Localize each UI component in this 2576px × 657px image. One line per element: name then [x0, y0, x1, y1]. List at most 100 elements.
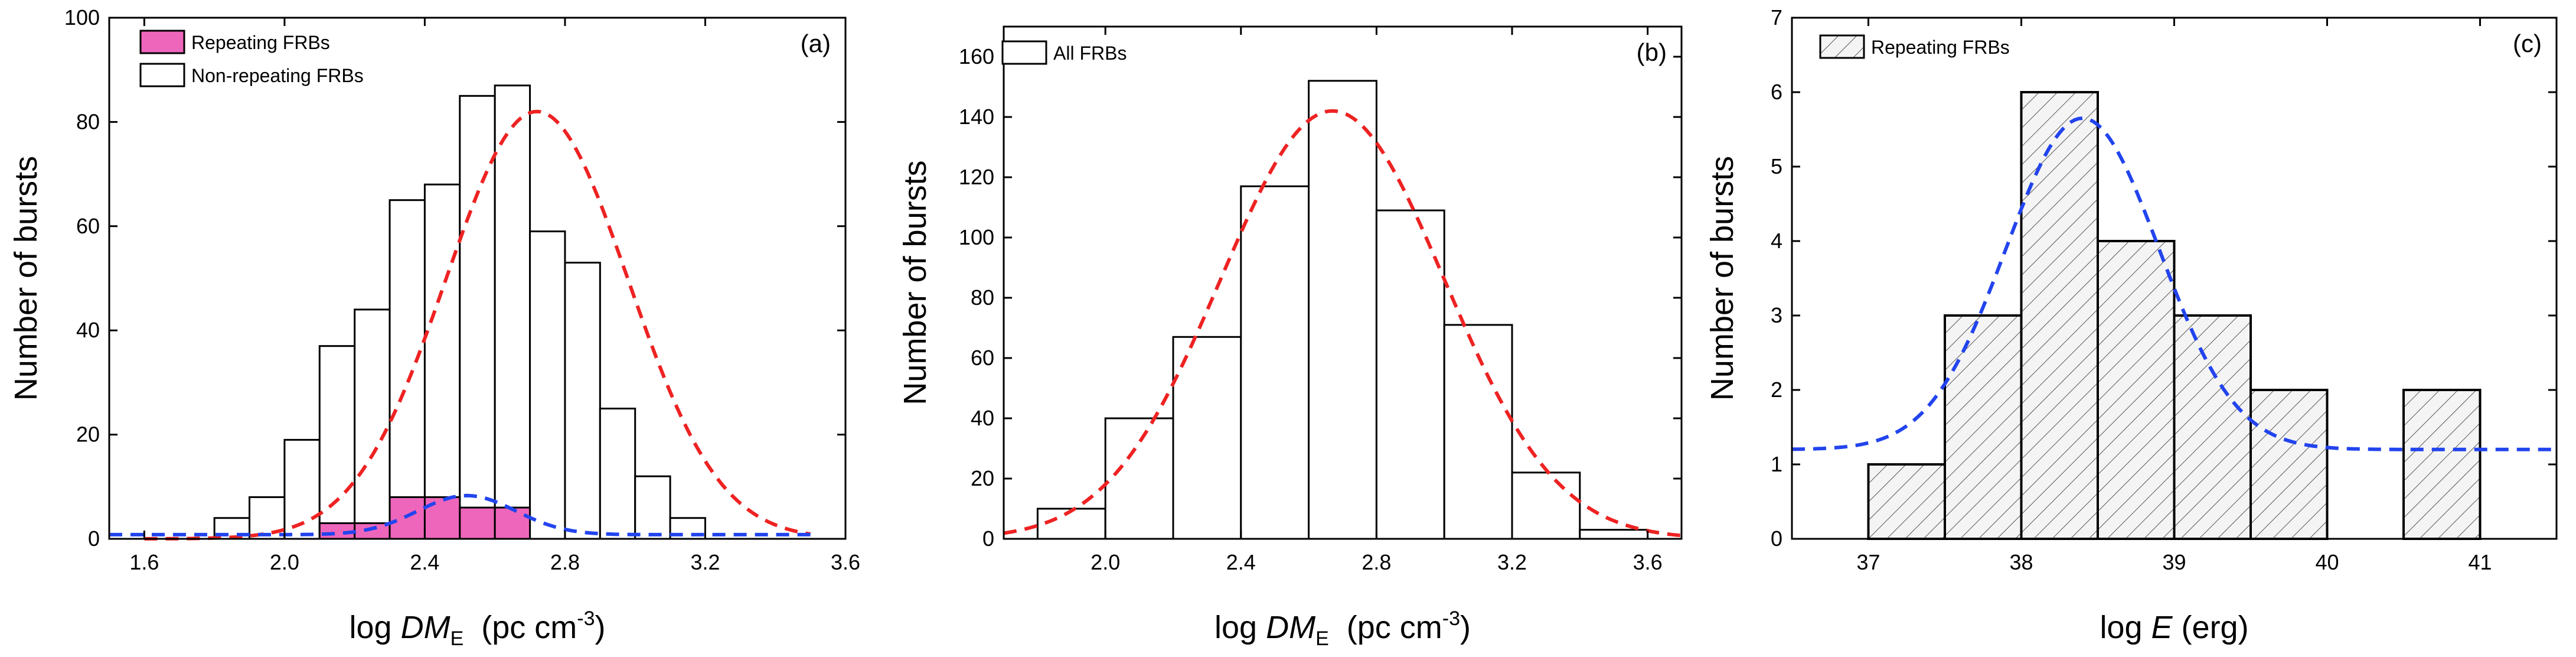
- x-tick-label: 40: [2315, 550, 2339, 574]
- x-tick-label: 3.6: [831, 550, 860, 574]
- bar: [2173, 314, 2252, 540]
- legend: Repeating FRBs Non-repeating FRBs: [139, 30, 364, 87]
- x-label-superscript: -3: [577, 607, 595, 630]
- x-tick-label: 2.8: [550, 550, 580, 574]
- y-axis-label: Number of bursts: [897, 160, 933, 405]
- y-tick-label: 140: [959, 105, 994, 129]
- plot-frame: [1003, 25, 1683, 540]
- legend-swatch: [1001, 40, 1047, 65]
- y-tick-label: 2: [1771, 378, 1782, 402]
- x-tick-label: 37: [1856, 550, 1880, 574]
- x-label-symbol: E: [2151, 610, 2173, 645]
- y-axis-label: Number of bursts: [8, 156, 44, 401]
- plot-frame: [108, 17, 847, 540]
- fit-curve: [1003, 109, 1682, 538]
- y-tick-label: 100: [64, 5, 100, 30]
- x-label-unit: (erg): [2173, 610, 2249, 645]
- chart-panel-3: 37 38 39 40 41 0 1 2 3 4 5 6 7 Number of bursts log E …: [1705, 5, 2558, 645]
- x-label-close: ): [595, 610, 606, 645]
- x-label-prefix: log: [2100, 610, 2151, 645]
- y-tick-label: 0: [88, 526, 100, 551]
- x-axis-label: log DME (pc cm-3): [350, 607, 606, 650]
- series-repeating-frbs: [1867, 91, 2482, 540]
- bar: [388, 496, 426, 540]
- bar: [354, 522, 391, 540]
- bar: [354, 308, 391, 540]
- fit-curve: [1791, 116, 2557, 451]
- legend-label: Non-repeating FRBs: [191, 65, 364, 86]
- x-label-subscript: E: [1315, 627, 1329, 650]
- y-tick-label: 6: [1771, 80, 1782, 104]
- bar: [459, 506, 496, 540]
- bar: [318, 345, 356, 540]
- y-tick-label: 80: [76, 109, 100, 134]
- bar: [634, 475, 671, 540]
- bar: [494, 506, 531, 540]
- bar: [1944, 314, 2023, 540]
- x-label-unit: (pc cm: [1329, 610, 1442, 645]
- x-tick-label: 39: [2162, 550, 2186, 574]
- bar: [529, 230, 566, 540]
- y-tick-label: 5: [1771, 154, 1782, 178]
- y-tick-label: 40: [971, 406, 994, 430]
- x-label-prefix: log: [350, 610, 401, 645]
- panel-label: (b): [1637, 38, 1667, 66]
- y-tick-label: 60: [76, 214, 100, 238]
- y-axis-label: Number of bursts: [1705, 156, 1740, 401]
- x-label-symbol: DM: [401, 610, 450, 645]
- x-label-close: ): [1460, 610, 1471, 645]
- y-tick-label: 0: [982, 526, 994, 551]
- bar: [564, 262, 601, 540]
- x-label-symbol: DM: [1266, 610, 1315, 645]
- chart-panel-2: 2.0 2.4 2.8 3.2 3.6 0 20 40 60 80 100 120 140 160 Numb…: [897, 25, 1683, 650]
- bar: [494, 84, 531, 540]
- bar: [1375, 209, 1445, 540]
- bar: [423, 183, 461, 540]
- x-label-prefix: log: [1214, 610, 1266, 645]
- x-tick-label: 2.0: [1091, 550, 1120, 574]
- x-tick-label: 3.6: [1633, 550, 1663, 574]
- y-tick-label: 20: [76, 422, 100, 447]
- x-tick-label: 2.4: [410, 550, 439, 574]
- bar: [1036, 508, 1106, 540]
- bar: [2402, 389, 2482, 540]
- fit-curve: [144, 109, 811, 541]
- y-tick-label: 20: [971, 466, 994, 490]
- y-tick-label: 40: [76, 318, 100, 342]
- legend-label: Repeating FRBs: [191, 32, 330, 53]
- bar: [1579, 529, 1649, 540]
- y-tick-label: 0: [1771, 526, 1782, 551]
- bar: [599, 408, 636, 540]
- x-tick-label: 2.0: [270, 550, 299, 574]
- legend: All FRBs: [1001, 40, 1127, 65]
- bar: [1308, 80, 1377, 540]
- x-tick-label: 2.4: [1226, 550, 1256, 574]
- x-label-superscript: -3: [1442, 607, 1460, 630]
- bar: [1104, 417, 1174, 540]
- y-tick-label: 4: [1771, 229, 1782, 253]
- legend-swatch: [139, 30, 185, 54]
- x-axis-label: log DME (pc cm-3): [1214, 607, 1471, 650]
- legend: Repeating FRBs: [1819, 34, 2010, 59]
- bar: [2020, 91, 2099, 540]
- bar: [388, 199, 426, 540]
- legend-label: All FRBs: [1053, 43, 1127, 64]
- bar: [1511, 471, 1581, 540]
- panel-label: (c): [2513, 30, 2542, 57]
- series-non-repeating-frbs: [213, 84, 706, 540]
- x-tick-label: 38: [2009, 550, 2033, 574]
- x-tick-label: 3.2: [690, 550, 720, 574]
- x-label-unit: (pc cm: [463, 610, 577, 645]
- y-tick-label: 160: [959, 44, 994, 69]
- panel-label: (a): [801, 30, 831, 57]
- y-tick-label: 80: [971, 285, 994, 310]
- fit-curve: [109, 493, 811, 536]
- bar: [1240, 185, 1310, 540]
- bar: [2249, 389, 2329, 540]
- series-all-frbs: [1036, 80, 1649, 540]
- x-axis-label: log E (erg): [2100, 610, 2248, 645]
- legend-swatch: [139, 63, 185, 87]
- y-tick-label: 3: [1771, 303, 1782, 327]
